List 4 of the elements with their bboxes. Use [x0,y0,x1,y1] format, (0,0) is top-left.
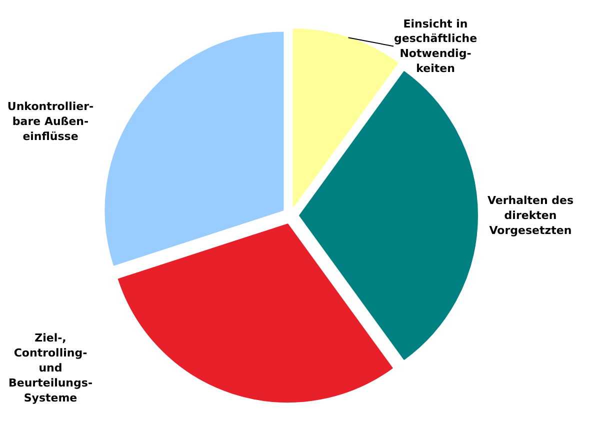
slice-label: Ziel-, Controlling- und Beurteilungs- Systeme [8,331,93,404]
slice-label: Verhalten des direkten Vorgesetzten [487,194,574,237]
slice-label: Unkontrollier- bare Außen- einflüsse [7,100,94,143]
slice-label: Einsicht in geschäftliche Notwendig- keiten [394,17,478,76]
